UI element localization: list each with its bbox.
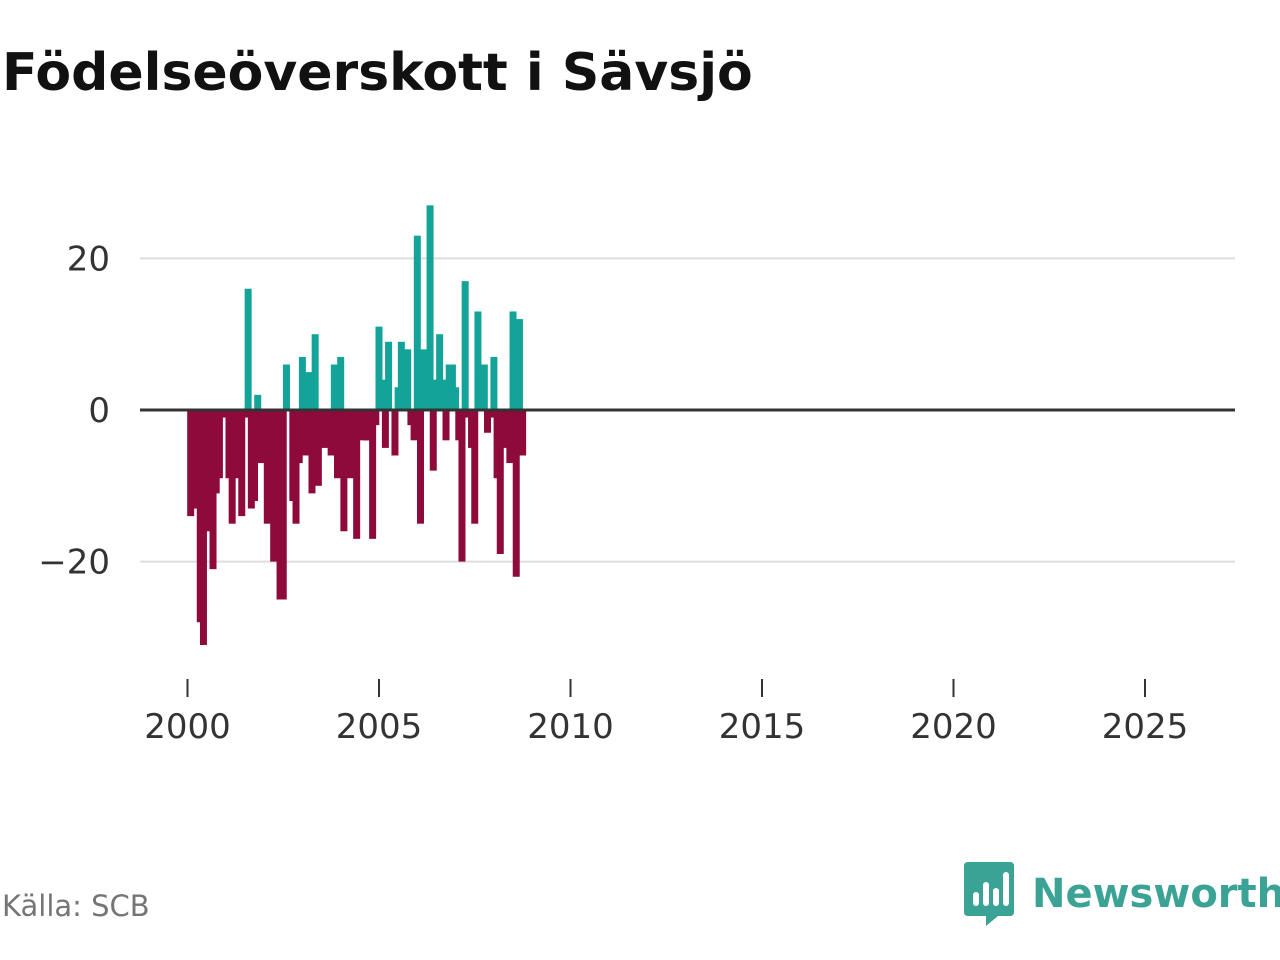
bar-negative (241, 410, 249, 418)
newsworthy-logo-text: Newsworthy (1032, 871, 1280, 917)
source-note: Källa: SCB (2, 889, 150, 923)
bar-negative (263, 410, 271, 524)
bar-negative (334, 410, 342, 479)
y-tick-label: −20 (38, 543, 110, 583)
bar-negative (512, 410, 520, 577)
bar-negative (381, 410, 389, 448)
bar-positive (378, 379, 386, 410)
bar-negative (327, 410, 335, 456)
bar-positive (474, 311, 482, 410)
gridlines (140, 257, 1235, 563)
bar-negative (372, 410, 380, 426)
bar-positive (311, 334, 319, 410)
x-tick-label: 2010 (527, 707, 614, 747)
bar-positive (282, 364, 290, 410)
bar-negative (471, 410, 479, 524)
bar-negative (238, 410, 246, 517)
bar-negative (458, 410, 466, 562)
bar-negative (416, 410, 424, 524)
bar-positive (330, 364, 338, 410)
bar-positive (509, 311, 517, 410)
bar-negative (279, 410, 287, 600)
bar-negative (410, 410, 418, 441)
bar-positive (413, 235, 421, 410)
bar-negative (519, 410, 527, 456)
y-tick-label: 0 (88, 391, 110, 431)
x-tick-label: 2000 (144, 707, 231, 747)
bar-negative (442, 410, 450, 441)
x-tick-label: 2025 (1102, 707, 1189, 747)
chart-title: Födelseöverskott i Sävsjö (2, 43, 753, 103)
bar-positive (337, 356, 345, 410)
bar-negative (506, 410, 514, 464)
x-tick-label: 2020 (910, 707, 997, 747)
newsworthy-logo-icon (964, 862, 1014, 926)
bar-negative (257, 410, 265, 464)
bar-negative (270, 410, 278, 562)
bar-negative (203, 410, 211, 532)
newsworthy-logo: Newsworthy (964, 862, 1280, 926)
bar-negative (295, 410, 303, 464)
bar-negative (302, 410, 310, 456)
bar-positive (452, 387, 460, 410)
bar-negative (487, 410, 495, 418)
bar-positive (436, 334, 444, 410)
bar-negative (429, 410, 437, 471)
bar-positive (385, 341, 393, 410)
bar-positive (375, 326, 383, 410)
bar-positive (404, 349, 412, 410)
bar-negative (484, 410, 492, 433)
bar-negative (369, 410, 377, 539)
y-tick-label: 20 (67, 239, 110, 279)
axes: −20 0 20 2000 2005 2010 2015 2020 2025 (38, 239, 1235, 747)
bar-positive (490, 356, 498, 410)
bar-positive (439, 379, 447, 410)
bar-negative (215, 410, 223, 479)
bar-negative (391, 410, 399, 456)
bar-negative (340, 410, 348, 532)
bar-negative (292, 410, 300, 524)
bar-positive (305, 372, 313, 410)
bar-positive (461, 281, 469, 410)
bar-positive (254, 394, 262, 410)
bar-positive (426, 205, 434, 410)
bar-positive (480, 364, 488, 410)
x-tick-label: 2015 (719, 707, 806, 747)
bar-negative (496, 410, 504, 555)
bar-negative (353, 410, 361, 539)
bar-negative (499, 410, 507, 448)
bars (187, 205, 527, 645)
x-tick-label: 2005 (336, 707, 423, 747)
bar-positive (244, 288, 252, 410)
bar-negative (308, 410, 316, 494)
bar-positive (298, 356, 306, 410)
bar-negative (251, 410, 259, 501)
bar-positive (515, 319, 523, 410)
bar-negative (219, 410, 227, 418)
